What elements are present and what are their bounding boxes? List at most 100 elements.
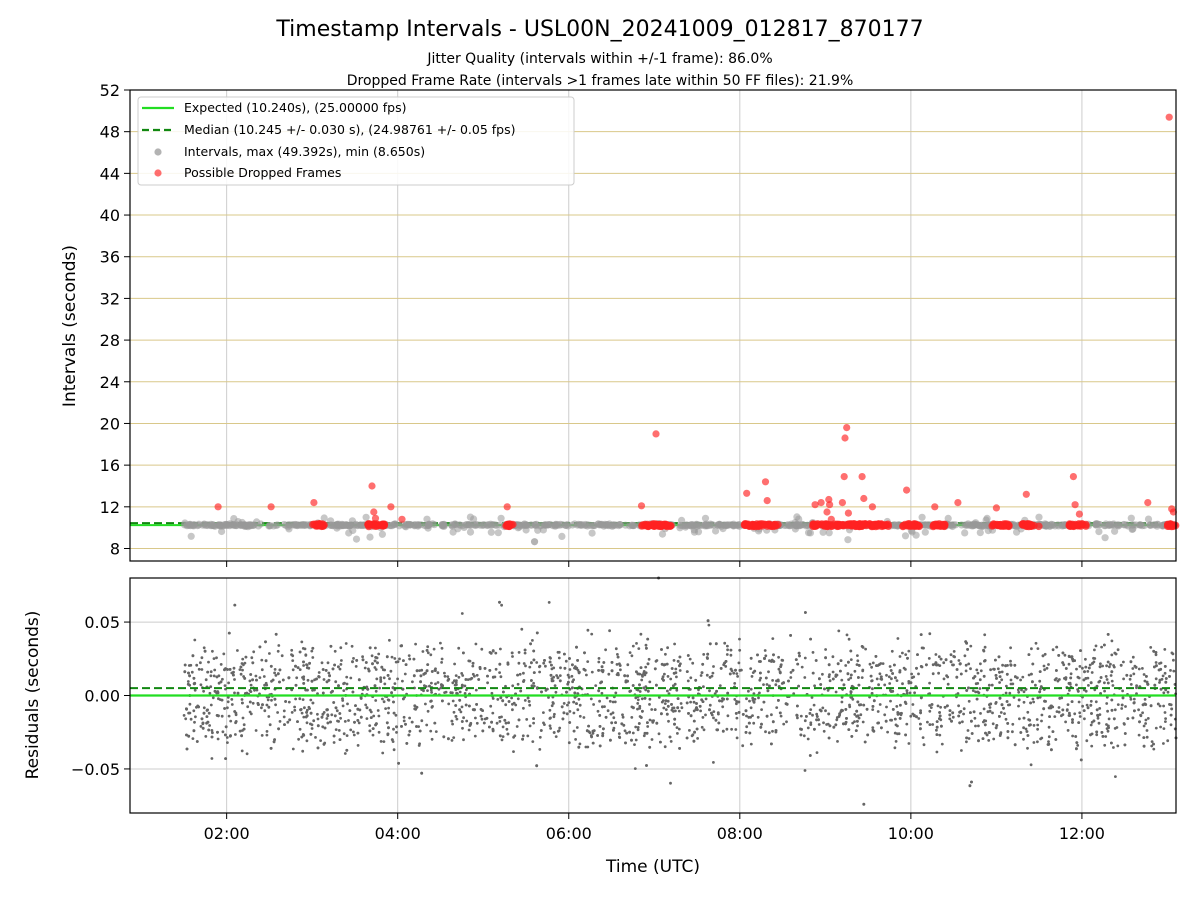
residual-point <box>481 729 485 733</box>
residual-point <box>1067 662 1071 666</box>
dropped-point <box>826 501 834 509</box>
residual-point <box>287 676 291 680</box>
residual-point <box>670 703 673 706</box>
residual-point <box>948 713 952 717</box>
residual-point <box>815 751 819 754</box>
residual-point <box>471 664 475 668</box>
residual-point <box>567 701 571 704</box>
residual-point <box>921 736 925 739</box>
residual-point <box>672 659 676 662</box>
dropped-point <box>743 489 751 497</box>
residual-point <box>346 702 349 706</box>
residual-point <box>670 708 674 712</box>
residual-point <box>890 649 894 653</box>
residual-point <box>586 745 590 749</box>
residual-point <box>459 710 463 714</box>
residual-point <box>457 675 461 679</box>
residual-point <box>693 730 696 734</box>
interval-point <box>356 521 364 529</box>
residual-point <box>451 722 454 726</box>
dropped-point <box>657 520 665 529</box>
residual-point <box>608 629 611 633</box>
residual-point <box>440 683 443 687</box>
residual-point <box>834 673 838 677</box>
residual-point <box>500 738 504 742</box>
residual-point <box>193 688 197 692</box>
residual-point <box>1152 742 1155 746</box>
residual-point <box>277 644 281 647</box>
residual-point <box>695 706 698 709</box>
residual-point <box>386 732 390 736</box>
residual-point <box>475 673 479 677</box>
dropped-point <box>931 503 939 511</box>
residual-point <box>357 678 361 682</box>
residual-point <box>978 678 982 682</box>
residual-point <box>348 709 352 712</box>
residual-point <box>650 708 654 711</box>
residual-point <box>1089 699 1093 703</box>
interval-point <box>421 522 429 530</box>
residual-point <box>987 731 991 734</box>
residual-point <box>562 702 566 705</box>
residual-point <box>762 683 765 686</box>
residual-point <box>1169 723 1173 727</box>
residual-point <box>1101 664 1104 668</box>
residual-point <box>983 633 987 637</box>
residual-point <box>464 703 468 707</box>
residual-point <box>738 637 741 641</box>
residual-point <box>447 737 450 741</box>
residual-point <box>532 684 536 688</box>
residual-point <box>567 680 570 684</box>
residual-point <box>676 732 679 735</box>
residual-point <box>695 727 699 731</box>
residual-point <box>1026 710 1030 714</box>
residual-point <box>861 669 865 673</box>
residual-point <box>808 754 812 757</box>
residual-point <box>1005 672 1009 676</box>
residual-point <box>716 728 719 732</box>
legend-dropped-marker <box>154 169 162 177</box>
residual-point <box>548 708 552 712</box>
residual-point <box>702 728 706 732</box>
residual-point <box>267 715 271 718</box>
residual-point <box>614 721 617 724</box>
dropped-point <box>840 473 848 481</box>
residual-point <box>710 711 713 715</box>
residual-point <box>738 648 742 652</box>
dropped-point <box>995 521 1004 529</box>
residual-point <box>934 661 938 664</box>
residual-point <box>666 689 669 693</box>
residual-point <box>965 736 968 740</box>
residual-point <box>302 664 305 667</box>
residual-point <box>419 680 422 684</box>
residual-point <box>673 642 676 646</box>
residual-point <box>831 677 835 681</box>
residual-point <box>319 739 322 742</box>
residual-point <box>845 717 848 720</box>
residual-point <box>1017 698 1021 702</box>
residual-point <box>253 688 256 692</box>
residual-point <box>598 725 602 728</box>
residual-point <box>268 652 271 655</box>
residual-point <box>694 678 698 682</box>
residual-point <box>934 653 938 656</box>
residual-point <box>576 659 579 662</box>
residual-point <box>718 699 721 703</box>
residual-point <box>544 664 547 668</box>
residual-point <box>193 681 197 685</box>
residual-point <box>542 711 545 714</box>
residual-point <box>634 725 638 729</box>
residual-point <box>219 680 223 684</box>
residual-point <box>221 730 225 734</box>
residual-point <box>334 728 338 731</box>
residual-point <box>1054 738 1058 741</box>
residual-point <box>1131 655 1135 659</box>
residual-point <box>187 671 190 675</box>
residual-point <box>643 673 647 677</box>
residual-point <box>491 649 495 653</box>
residual-point <box>942 661 946 665</box>
residual-point <box>946 704 949 708</box>
residual-point <box>189 663 193 667</box>
residual-point <box>616 655 620 659</box>
residual-point <box>385 655 389 659</box>
